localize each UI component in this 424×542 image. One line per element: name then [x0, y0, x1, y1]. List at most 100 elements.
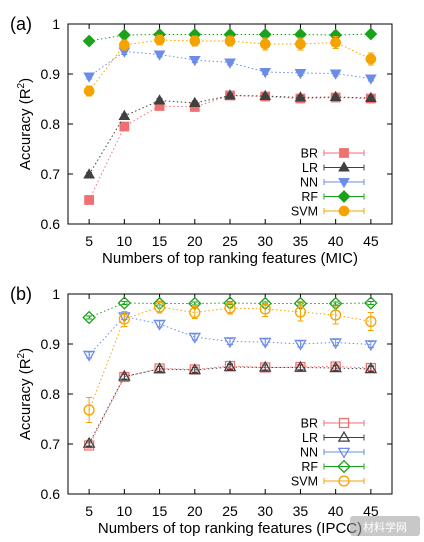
y-tick-label: 0.7	[41, 166, 61, 182]
x-tick-label: 30	[257, 233, 273, 249]
data-point	[294, 360, 307, 372]
data-point	[154, 34, 165, 46]
data-point	[83, 404, 95, 416]
x-tick-label: 5	[85, 233, 93, 249]
data-point	[294, 339, 307, 351]
legend-entry: RF	[301, 459, 365, 474]
y-tick-label: 0.8	[41, 386, 61, 402]
data-point	[224, 58, 236, 69]
x-axis-title: Numbers of top ranking features (MIC)	[102, 250, 358, 267]
data-point	[329, 69, 342, 80]
data-point	[117, 296, 132, 310]
x-axis-title: Numbers of top ranking features (IPCC)	[98, 520, 362, 537]
legend-entry: SVM	[291, 205, 365, 219]
data-point	[189, 306, 201, 319]
series-line	[88, 315, 371, 356]
legend-marker	[338, 161, 350, 172]
series-line	[88, 94, 371, 201]
x-tick-label: 25	[222, 503, 238, 519]
legend-entry: NN	[300, 176, 365, 190]
data-point	[153, 50, 166, 61]
data-point	[117, 28, 131, 42]
y-tick-label: 1	[52, 16, 60, 32]
legend-entry: BR	[301, 147, 365, 161]
series-line	[88, 365, 371, 446]
watermark-text: 材料学网	[363, 520, 407, 534]
legend-marker	[337, 430, 351, 442]
data-point	[84, 195, 95, 205]
data-point	[83, 85, 95, 97]
data-point	[259, 89, 272, 100]
x-tick-label: 10	[117, 503, 133, 519]
data-point	[294, 306, 307, 318]
y-tick-label: 0.6	[41, 216, 61, 232]
data-point	[295, 38, 306, 50]
data-point	[118, 313, 130, 325]
panel-b: (b)0.60.70.80.915 10 15 20 25 30 35 40 45Numbers…	[10, 284, 393, 537]
data-point	[364, 340, 378, 352]
panel-label: (a)	[10, 14, 32, 34]
x-tick-label: 5	[85, 503, 93, 519]
legend-marker	[337, 459, 351, 474]
data-point	[365, 91, 377, 102]
data-point	[188, 332, 202, 344]
data-point	[365, 74, 377, 85]
data-point	[223, 360, 237, 372]
y-tick-label: 0.6	[41, 486, 61, 502]
data-point	[258, 337, 272, 349]
y-tick-label: 0.9	[41, 66, 61, 82]
data-point	[259, 68, 272, 79]
data-point	[329, 90, 342, 101]
series-line	[88, 366, 371, 444]
legend-marker	[338, 475, 350, 487]
data-point	[82, 350, 96, 362]
series-br	[84, 90, 376, 205]
legend-label: LR	[302, 161, 318, 175]
data-point	[224, 35, 236, 47]
data-point	[224, 89, 236, 100]
data-point	[153, 301, 166, 313]
data-point	[258, 360, 272, 372]
x-tick-label: 15	[152, 503, 168, 519]
x-tick-label: 45	[363, 233, 379, 249]
data-point	[259, 303, 271, 315]
legend-label: RF	[301, 460, 318, 474]
legend-label: NN	[300, 176, 318, 190]
legend-marker	[337, 190, 351, 203]
panel-a: (a)0.60.70.80.915 10 15 20 25 30 35 40 45Numbers…	[10, 14, 393, 267]
series-lr	[82, 360, 378, 448]
data-point	[153, 362, 166, 374]
data-point	[82, 436, 96, 448]
x-tick-label: 25	[222, 233, 238, 249]
series-line	[88, 306, 371, 411]
legend-label: NN	[300, 446, 318, 460]
legend-entry: LR	[302, 430, 365, 445]
data-point	[223, 337, 237, 349]
data-point	[189, 35, 201, 47]
legend-label: RF	[301, 190, 318, 204]
data-point	[83, 168, 95, 179]
x-tick-label: 10	[117, 233, 133, 249]
x-tick-label: 40	[328, 503, 344, 519]
data-point	[118, 369, 131, 381]
data-point	[365, 315, 377, 328]
series-lr	[83, 89, 377, 179]
data-point	[119, 121, 130, 132]
y-axis-title: Accuracy (R2)	[16, 348, 34, 440]
series-svm	[83, 34, 377, 97]
y-tick-label: 1	[52, 286, 60, 302]
legend-entry: SVM	[291, 475, 365, 489]
x-tick-label: 40	[328, 233, 344, 249]
series-svm	[83, 300, 377, 423]
legend-entry: RF	[301, 190, 365, 204]
legend-marker	[338, 417, 350, 429]
data-point	[364, 27, 378, 41]
data-point	[82, 310, 96, 325]
data-point	[82, 34, 96, 48]
legend-label: BR	[301, 147, 318, 161]
series-rf	[82, 27, 378, 48]
y-tick-label: 0.7	[41, 436, 61, 452]
